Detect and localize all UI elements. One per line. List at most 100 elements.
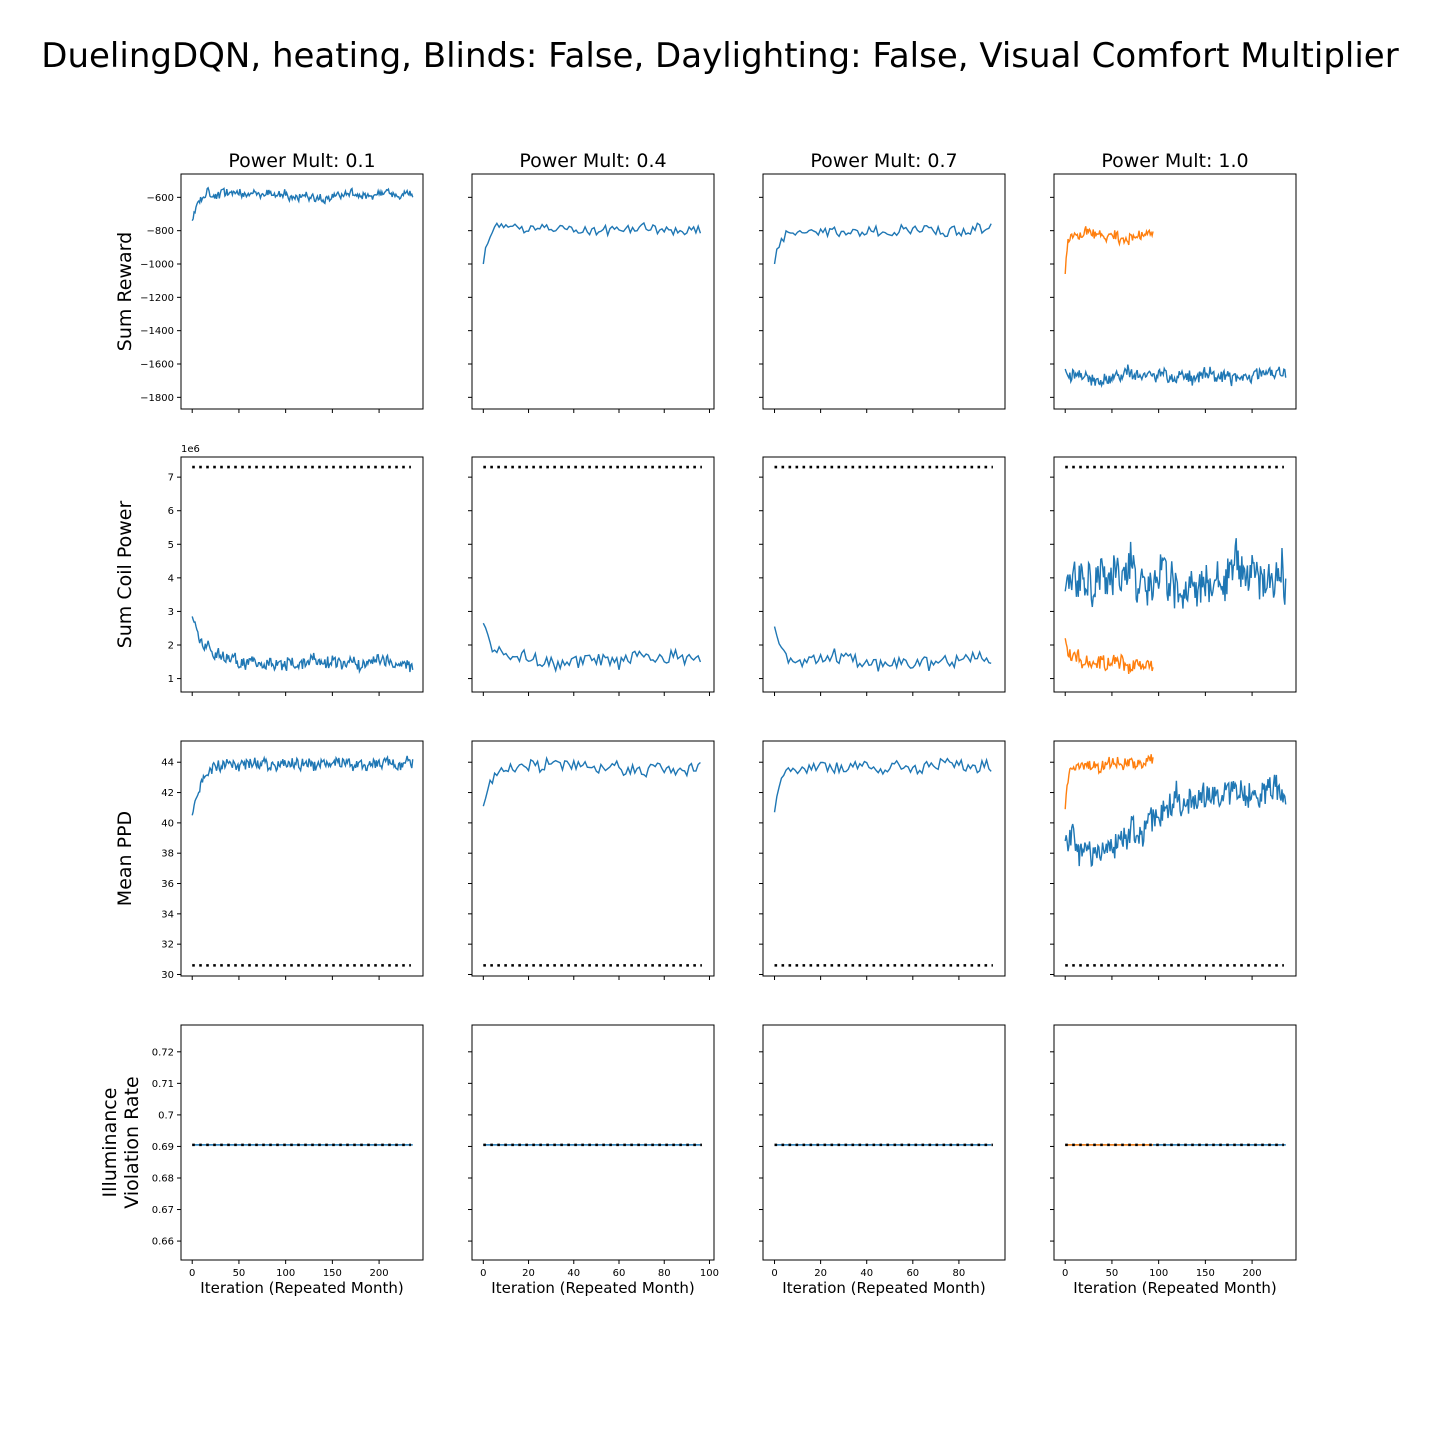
series-line-blue [773, 626, 992, 672]
x-axis-label: Iteration (Repeated Month) [1073, 1279, 1276, 1297]
column-title: Power Mult: 1.0 [1101, 150, 1248, 172]
axes-frame [471, 173, 715, 410]
y-tick-label: 0.72 [152, 1047, 174, 1058]
y-tick-label: 0.7 [158, 1110, 174, 1121]
y-tick-label: 44 [161, 758, 174, 769]
axes-frame [180, 456, 424, 693]
y-tick-label: 38 [161, 849, 174, 860]
column-title: Power Mult: 0.1 [228, 150, 375, 172]
axes-frame [180, 1024, 424, 1261]
series-line-blue [482, 221, 702, 265]
x-axis-label: Iteration (Repeated Month) [782, 1279, 985, 1297]
x-tick-label: 20 [522, 1268, 535, 1279]
y-tick-label: 40 [161, 818, 174, 829]
x-tick-label: 100 [700, 1268, 719, 1279]
y-tick-label: −800 [147, 226, 174, 237]
subplot-r2-c2 [468, 456, 715, 696]
axes-frame [1053, 1024, 1297, 1261]
y-tick-label: −1600 [140, 360, 174, 371]
y-tick-label: −600 [147, 193, 174, 204]
y-axis-label: Mean PPD [114, 811, 136, 906]
subplot-r1-c4: Power Mult: 1.0 [1050, 150, 1297, 413]
x-axis-label: Iteration (Repeated Month) [491, 1279, 694, 1297]
x-tick-label: 20 [814, 1268, 827, 1279]
series-line-blue [191, 186, 414, 221]
y-tick-label: 0.69 [152, 1142, 174, 1153]
x-tick-label: 80 [658, 1268, 671, 1279]
x-tick-label: 80 [953, 1268, 966, 1279]
y-tick-label: 34 [161, 909, 174, 920]
y-axis-label: Illuminance [99, 1088, 121, 1198]
column-title: Power Mult: 0.4 [519, 150, 666, 172]
axes-frame [762, 173, 1006, 410]
y-tick-label: −1800 [140, 393, 174, 404]
y-tick-label: 0.68 [152, 1173, 174, 1184]
axes-frame [1053, 456, 1297, 693]
x-tick-label: 0 [1062, 1268, 1068, 1279]
y-offset-label: 1e6 [181, 444, 200, 455]
x-tick-label: 100 [276, 1268, 295, 1279]
series-line-blue [482, 755, 701, 807]
y-axis-label: Sum Reward [114, 232, 136, 351]
x-tick-label: 60 [906, 1268, 919, 1279]
subplot-r2-c3 [759, 456, 1006, 696]
subplot-r3-c3 [759, 740, 1006, 980]
y-tick-label: 0.71 [152, 1079, 174, 1090]
subplot-r4-c1: 0.660.670.680.690.70.710.720 50 100 150 200I… [99, 1024, 424, 1297]
y-tick-label: 6 [168, 506, 174, 517]
subplot-r3-c1: 30 32 34 36 38 40 42 44 Mean PPD [114, 740, 424, 981]
series-line-orange [1064, 638, 1154, 675]
subplot-r2-c1: 1 2 3 4 5 6 7 1e6 Sum Coil Power [114, 444, 424, 696]
axes-frame [471, 456, 715, 693]
axes-frame [180, 740, 424, 977]
series-line-blue [191, 755, 414, 816]
y-tick-label: −1400 [140, 326, 174, 337]
series-line-orange [1064, 754, 1154, 810]
subplot-r2-c4 [1050, 456, 1297, 696]
y-tick-label: −1200 [140, 293, 174, 304]
x-tick-label: 200 [370, 1268, 389, 1279]
x-tick-label: 0 [189, 1268, 195, 1279]
x-tick-label: 150 [323, 1268, 342, 1279]
y-tick-label: 1 [168, 674, 174, 685]
subplot-r1-c3: Power Mult: 0.7 [759, 150, 1006, 413]
x-tick-label: 100 [1149, 1268, 1168, 1279]
subplot-r1-c2: Power Mult: 0.4 [468, 150, 715, 413]
y-tick-label: 7 [168, 473, 174, 484]
axes-frame [180, 173, 424, 410]
axes-frame [762, 456, 1006, 693]
column-title: Power Mult: 0.7 [810, 150, 957, 172]
axes-frame [1053, 173, 1297, 410]
x-tick-label: 50 [1106, 1268, 1119, 1279]
y-tick-label: 0.67 [152, 1205, 174, 1216]
series-line-orange [1064, 226, 1154, 275]
y-tick-label: 5 [168, 540, 174, 551]
subplot-r1-c1: −1800 −1600 −1400 −1200 −1000 −800 −600 Power M… [114, 150, 424, 413]
series-line-blue [773, 757, 992, 813]
axes-frame [1053, 740, 1297, 977]
subplot-r3-c4 [1050, 740, 1297, 980]
figure-title: DuelingDQN, heating, Blinds: False, Dayl… [41, 36, 1399, 76]
x-tick-label: 150 [1196, 1268, 1215, 1279]
x-tick-label: 0 [771, 1268, 777, 1279]
y-tick-label: 4 [168, 573, 174, 584]
x-axis-label: Iteration (Repeated Month) [200, 1279, 403, 1297]
y-tick-label: 32 [161, 940, 174, 951]
series-line-blue [482, 622, 702, 674]
series-line-blue [1064, 538, 1287, 609]
series-line-blue [191, 616, 414, 675]
x-tick-label: 60 [613, 1268, 626, 1279]
subplot-r4-c2: 0 20 40 60 80 100 Iteration (Repeated Month) [468, 1024, 719, 1297]
y-tick-label: 30 [161, 970, 174, 981]
y-tick-label: 42 [161, 788, 174, 799]
y-tick-label: 0.66 [152, 1237, 174, 1248]
series-line-blue [1064, 364, 1287, 389]
y-axis-label: Violation Rate [121, 1076, 143, 1208]
y-tick-label: 2 [168, 641, 174, 652]
x-tick-label: 40 [567, 1268, 580, 1279]
axes-frame [471, 1024, 715, 1261]
x-tick-label: 0 [480, 1268, 486, 1279]
series-line-blue [773, 222, 992, 265]
